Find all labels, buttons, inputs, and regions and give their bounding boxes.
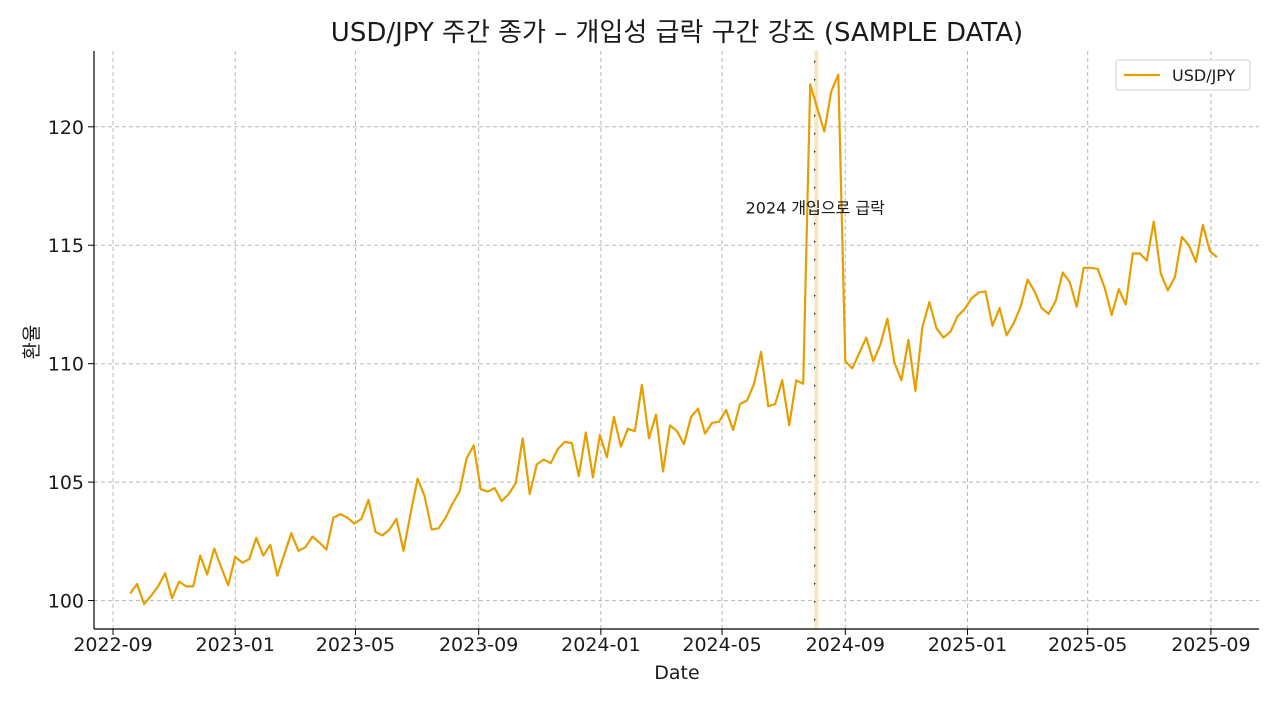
y-tick-labels: 100 105 110 115 120: [48, 117, 84, 613]
x-tick-label: 2023-01: [196, 634, 275, 656]
x-tick-label: 2024-05: [682, 634, 761, 656]
series-layer: [129, 73, 1218, 606]
x-tick-label: 2024-09: [806, 634, 885, 656]
grid-layer: [94, 51, 1259, 629]
y-tick-label: 105: [48, 472, 84, 494]
highlight-span-layer: [814, 51, 819, 629]
x-tick-label: 2025-05: [1048, 634, 1127, 656]
y-axis-label: 환율: [21, 325, 43, 360]
annotation-label: 2024 개입으로 급락: [746, 198, 885, 217]
x-axis-label: Date: [654, 662, 699, 684]
x-tick-label: 2023-09: [439, 634, 518, 656]
legend-box: [1115, 59, 1251, 91]
x-tick-labels: 2022-09 2023-01 2023-05 2023-09 2024-01 2024-…: [73, 634, 1250, 656]
legend: USD/JPY: [1115, 59, 1251, 91]
y-tick-label: 120: [48, 117, 84, 139]
y-tick-label: 100: [48, 591, 84, 613]
x-tick-label: 2025-01: [928, 634, 1007, 656]
y-tick-label: 115: [48, 235, 84, 257]
x-tick-label: 2024-01: [561, 634, 640, 656]
x-tick-label: 2025-09: [1171, 634, 1250, 656]
chart-title: USD/JPY 주간 종가 – 개입성 급락 구간 강조 (SAMPLE DAT…: [331, 18, 1023, 48]
x-tick-label: 2022-09: [73, 634, 152, 656]
y-tick-label: 110: [48, 354, 84, 376]
x-tick-label: 2023-05: [316, 634, 395, 656]
series-line-usdjpy: [129, 73, 1218, 606]
axes-layer: [88, 51, 1259, 635]
annotation-layer: 2024 개입으로 급락: [746, 198, 885, 217]
highlight-span-hatch: [814, 51, 819, 629]
legend-label: USD/JPY: [1172, 66, 1236, 85]
